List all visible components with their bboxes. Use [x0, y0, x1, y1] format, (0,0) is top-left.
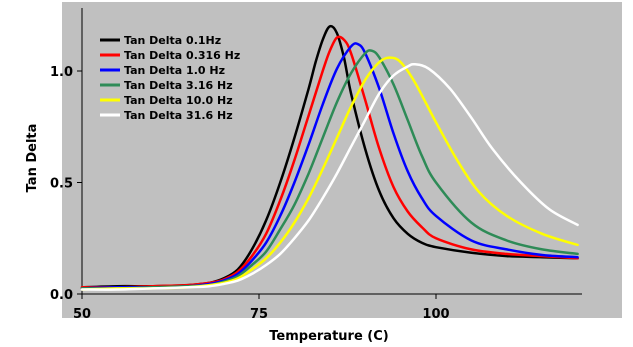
- y-tick-label: 1.0: [50, 65, 73, 80]
- legend-label-5: Tan Delta 10.0 Hz: [124, 94, 233, 107]
- plot-area-group: [62, 2, 622, 318]
- series-line-6: [80, 62, 579, 291]
- y-tick-label: 0.5: [50, 177, 73, 192]
- legend-label-6: Tan Delta 31.6 Hz: [124, 109, 233, 122]
- legend-label-2: Tan Delta 0.316 Hz: [124, 49, 240, 62]
- legend: Tan Delta 0.1Hz Tan Delta 0.316 Hz Tan Del…: [100, 34, 240, 122]
- y-tick-label: 0.0: [50, 288, 73, 303]
- axes-group: 50 75 100 0.0 0.5 1.0: [50, 8, 582, 322]
- legend-label-1: Tan Delta 0.1Hz: [124, 34, 221, 47]
- x-axis-title: Temperature (C): [269, 329, 388, 343]
- legend-label-3: Tan Delta 1.0 Hz: [124, 64, 225, 77]
- series-group: [80, 24, 579, 291]
- legend-label-4: Tan Delta 3.16 Hz: [124, 79, 233, 92]
- x-tick-label: 75: [250, 307, 268, 322]
- plot-background: [62, 2, 622, 318]
- y-axis-title: Tan Delta: [25, 124, 40, 193]
- x-tick-label: 100: [422, 307, 449, 322]
- x-tick-label: 50: [73, 307, 91, 322]
